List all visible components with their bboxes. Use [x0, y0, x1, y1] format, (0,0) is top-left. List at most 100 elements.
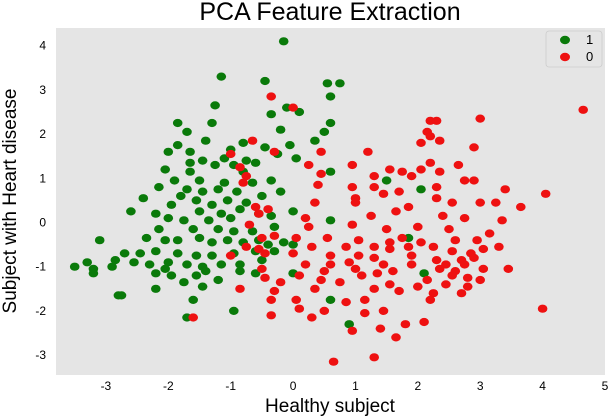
data-point-class-0	[540, 189, 551, 198]
data-point-class-1	[69, 262, 80, 271]
data-point-class-0	[416, 238, 426, 247]
y-tick-label: -2	[35, 304, 46, 318]
data-point-class-1	[216, 72, 227, 81]
data-point-class-1	[160, 236, 170, 245]
data-point-class-0	[391, 207, 401, 216]
data-point-class-1	[288, 207, 298, 216]
data-point-class-1	[172, 236, 183, 245]
data-point-class-1	[269, 247, 280, 256]
data-point-class-1	[419, 269, 429, 278]
data-point-class-0	[484, 229, 495, 238]
data-point-class-1	[110, 256, 121, 265]
data-point-class-1	[151, 209, 161, 218]
data-point-class-0	[235, 163, 245, 172]
data-point-class-0	[369, 353, 380, 362]
data-point-class-0	[391, 333, 401, 342]
data-point-class-0	[578, 105, 588, 114]
data-point-class-0	[369, 172, 380, 181]
data-point-class-0	[378, 306, 389, 315]
data-point-class-1	[235, 205, 245, 214]
data-point-class-0	[225, 251, 236, 260]
data-point-class-0	[469, 176, 479, 185]
data-point-class-1	[194, 176, 205, 185]
data-point-class-1	[219, 178, 230, 187]
data-point-class-0	[307, 242, 317, 251]
data-point-class-0	[406, 251, 417, 260]
data-point-class-1	[266, 176, 277, 185]
legend-label: 0	[586, 49, 593, 64]
data-point-class-1	[169, 176, 180, 185]
x-tick-label: 0	[290, 379, 297, 393]
data-point-class-0	[403, 202, 414, 212]
data-point-class-1	[135, 249, 145, 258]
data-point-class-0	[238, 178, 248, 187]
data-point-class-0	[434, 264, 445, 273]
legend-box	[545, 30, 603, 68]
data-point-class-0	[303, 222, 314, 231]
data-point-class-0	[453, 160, 464, 170]
data-point-class-0	[319, 267, 330, 276]
data-point-class-0	[441, 280, 451, 289]
data-point-class-0	[434, 136, 445, 145]
data-point-class-0	[444, 225, 454, 234]
data-point-class-0	[372, 269, 383, 278]
data-point-class-0	[431, 256, 442, 265]
data-point-class-1	[229, 306, 239, 315]
data-point-class-0	[369, 242, 380, 251]
data-point-class-1	[288, 240, 298, 249]
data-point-class-0	[431, 183, 442, 192]
data-point-class-1	[151, 269, 161, 278]
y-tick-label: 1	[39, 171, 46, 185]
data-point-class-1	[200, 136, 211, 145]
data-point-class-1	[179, 278, 189, 287]
data-point-class-0	[413, 222, 423, 231]
data-point-class-0	[447, 271, 458, 280]
data-point-class-1	[260, 76, 270, 86]
x-tick-label: -1	[225, 379, 236, 393]
data-point-class-0	[385, 280, 395, 289]
data-point-class-0	[269, 286, 280, 296]
data-point-class-0	[250, 202, 261, 212]
data-point-class-0	[438, 211, 448, 220]
data-point-class-0	[288, 249, 298, 258]
data-point-class-0	[253, 209, 264, 218]
data-point-class-0	[300, 260, 311, 269]
x-tick-label: -3	[101, 379, 112, 393]
y-tick-label: 3	[39, 83, 46, 97]
data-point-class-1	[119, 249, 130, 258]
data-point-class-0	[360, 309, 370, 318]
data-point-class-1	[260, 143, 270, 152]
data-point-class-0	[428, 242, 439, 251]
data-point-class-0	[294, 271, 305, 280]
data-point-class-1	[151, 284, 161, 293]
data-point-class-0	[375, 324, 386, 333]
x-tick-label: 3	[477, 379, 484, 393]
data-point-class-1	[257, 256, 267, 265]
data-point-class-0	[400, 320, 411, 329]
data-point-class-0	[225, 149, 236, 159]
data-point-class-0	[350, 198, 361, 207]
x-tick-label: 1	[352, 379, 359, 393]
data-point-class-1	[222, 196, 233, 205]
data-point-class-0	[456, 289, 467, 298]
data-point-class-1	[163, 147, 174, 156]
data-point-class-0	[347, 220, 358, 229]
data-point-class-1	[232, 187, 242, 196]
data-point-class-0	[294, 304, 305, 313]
data-point-class-1	[344, 320, 355, 329]
data-point-class-1	[222, 236, 233, 245]
data-point-class-0	[403, 242, 414, 251]
data-point-class-1	[278, 238, 289, 247]
data-point-class-1	[129, 258, 139, 267]
data-point-class-0	[385, 238, 395, 247]
data-point-class-1	[160, 165, 170, 174]
data-point-class-1	[200, 267, 211, 276]
data-point-class-1	[291, 154, 302, 163]
data-point-class-1	[275, 187, 286, 196]
data-point-class-1	[144, 260, 155, 269]
data-point-class-1	[197, 282, 208, 291]
data-point-class-1	[207, 251, 217, 260]
data-point-class-1	[319, 127, 330, 136]
data-point-class-0	[319, 306, 330, 315]
